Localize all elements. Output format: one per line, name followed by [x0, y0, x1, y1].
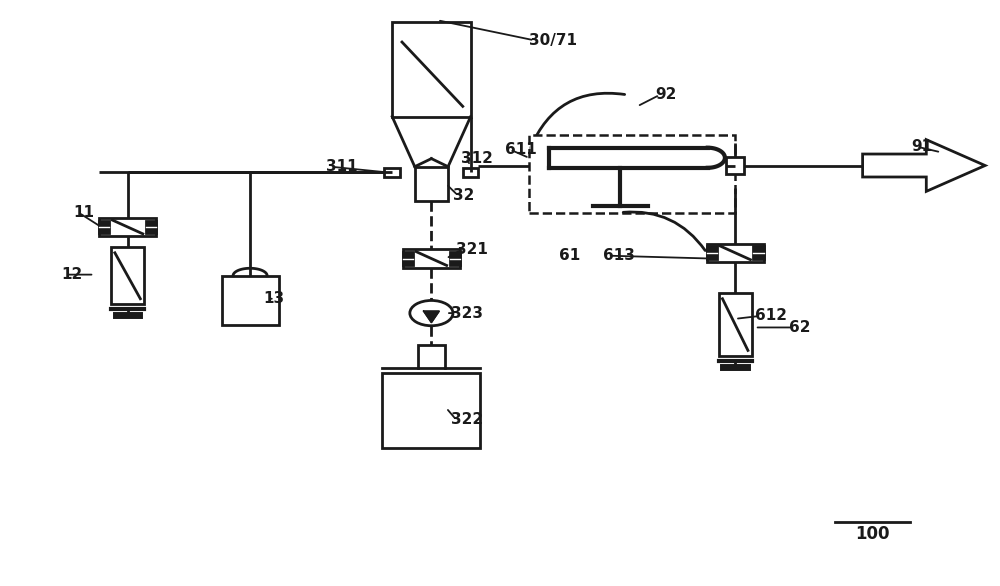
- Text: 323: 323: [451, 306, 483, 321]
- Text: 613: 613: [603, 248, 635, 263]
- Text: 12: 12: [61, 267, 82, 282]
- Bar: [418, 345, 445, 367]
- Bar: [753, 246, 764, 259]
- Bar: [403, 252, 413, 265]
- FancyArrowPatch shape: [530, 93, 625, 148]
- Bar: [415, 166, 448, 201]
- Polygon shape: [863, 139, 985, 192]
- Bar: [99, 220, 109, 233]
- Bar: [707, 244, 764, 262]
- Text: 62: 62: [789, 320, 811, 335]
- Text: 612: 612: [755, 308, 787, 323]
- Text: 30/71: 30/71: [529, 33, 577, 48]
- Text: 11: 11: [74, 205, 95, 220]
- Text: 61: 61: [559, 248, 580, 263]
- Text: 312: 312: [461, 151, 493, 165]
- Bar: [392, 22, 471, 117]
- Bar: [111, 247, 144, 305]
- Bar: [726, 157, 744, 174]
- Polygon shape: [424, 311, 439, 323]
- Bar: [222, 276, 279, 325]
- Bar: [146, 220, 156, 233]
- Bar: [99, 218, 156, 236]
- Text: 321: 321: [456, 243, 488, 257]
- Text: 92: 92: [655, 87, 676, 103]
- Bar: [403, 250, 460, 268]
- FancyArrowPatch shape: [623, 212, 705, 251]
- Bar: [382, 373, 480, 448]
- Bar: [384, 168, 400, 177]
- Bar: [450, 252, 460, 265]
- Text: 32: 32: [453, 188, 474, 203]
- Text: 311: 311: [326, 159, 357, 174]
- Bar: [529, 135, 735, 213]
- Bar: [463, 168, 478, 177]
- Text: 322: 322: [451, 412, 483, 427]
- Text: 100: 100: [855, 525, 890, 543]
- Text: 13: 13: [263, 291, 284, 306]
- Text: 611: 611: [505, 142, 537, 157]
- Bar: [719, 293, 752, 356]
- Text: 91: 91: [912, 139, 933, 154]
- Bar: [707, 246, 717, 259]
